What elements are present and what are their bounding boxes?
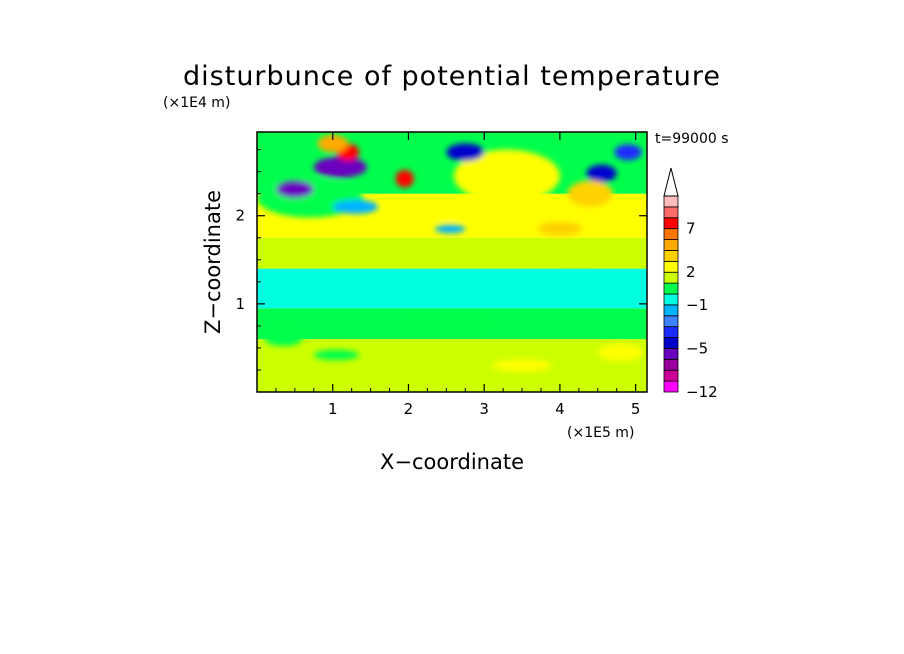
contour-blob-16 [313,349,360,361]
y-axis-unit: (×1E4 m) [163,95,230,111]
contour-band-0 [257,339,647,392]
colorbar-swatch-5 [663,326,679,338]
colorbar-swatch-7 [663,304,679,317]
contour-blob-19 [491,359,553,372]
contour-blob-1 [453,149,560,203]
colorbar-swatch-15 [663,217,679,230]
time-label: t=99000 s [655,131,729,147]
chart-title: disturbunce of potential temperature [183,61,721,92]
x-tick-label-0: 1 [328,400,338,418]
x-tick-label-1: 2 [404,400,414,418]
colorbar-swatch-3 [663,348,679,360]
colorbar-swatch-0 [663,380,679,393]
x-axis-unit: (×1E5 m) [567,425,634,441]
colorbar-swatch-12 [663,250,679,262]
colorbar-label-1: −5 [686,339,708,357]
colorbar-swatch-6 [663,315,679,328]
colorbar-swatch-1 [663,369,679,382]
contour-blob-20 [537,274,613,284]
contour-blob-5 [317,134,348,153]
colorbar-swatch-16 [663,206,679,219]
colorbar: −12−5−127 [663,167,718,401]
colorbar-extend-arrow [663,167,679,197]
contour-blobs [257,134,644,372]
contour-blob-3 [275,180,314,199]
colorbar-swatch-9 [663,282,679,295]
colorbar-label-0: −12 [686,383,718,401]
contour-band-2 [257,268,647,309]
contour-blob-15 [264,332,303,347]
contour-blob-10 [332,199,379,214]
x-tick-label-2: 3 [479,400,489,418]
contour-blob-9 [614,144,642,161]
contour-blob-14 [537,221,583,237]
colorbar-label-3: 2 [686,263,696,281]
plot-area [257,132,647,392]
contour-blob-18 [597,343,644,362]
contour-blob-8 [586,164,617,183]
colorbar-swatch-2 [663,358,679,371]
colorbar-swatch-14 [663,228,679,240]
colorbar-swatch-8 [663,293,679,306]
x-tick-label-3: 4 [555,400,565,418]
contour-blob-13 [416,202,477,221]
colorbar-swatch-13 [663,239,679,251]
contour-blob-12 [567,180,613,207]
colorbar-swatch-10 [663,271,679,284]
colorbar-swatch-4 [663,337,679,349]
x-axis-ticks: 1 2 3 4 5 [275,132,641,418]
plot-frame [256,131,648,393]
colorbar-swatch-11 [663,260,679,273]
colorbar-label-2: −1 [686,296,708,314]
contour-blob-6 [395,169,414,188]
x-tick-label-4: 5 [631,400,641,418]
contour-blob-11 [434,224,466,234]
contour-blob-17 [408,320,485,332]
y-axis-label: Z−coordinate [201,190,225,334]
x-axis-label: X−coordinate [380,450,524,474]
contour-band-3 [257,237,647,269]
contour-blob-7 [446,143,485,162]
y-axis-ticks: 12 [235,149,647,371]
colorbar-swatch-17 [663,195,679,208]
contour-blob-2 [313,156,367,178]
y-tick-label-1: 2 [235,207,245,225]
y-tick-label-0: 1 [235,295,245,313]
colorbar-label-4: 7 [686,220,696,238]
